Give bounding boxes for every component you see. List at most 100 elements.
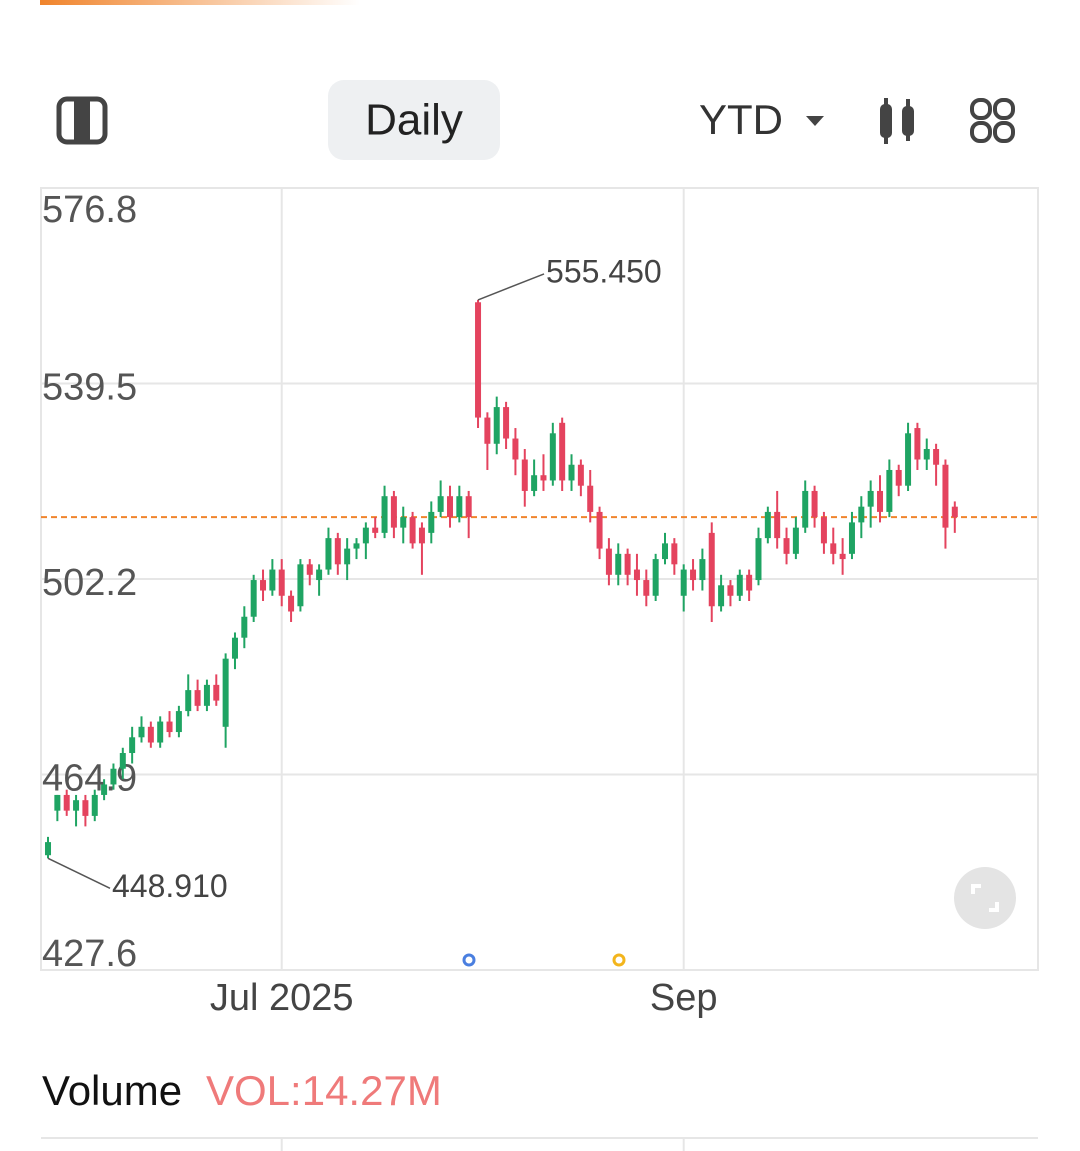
candle-body (446, 496, 453, 518)
candle-body (484, 417, 491, 444)
candle-body (624, 553, 631, 575)
candle-body (605, 548, 612, 575)
candle-body (531, 475, 538, 491)
candle-body (288, 595, 295, 612)
volume-value: VOL:14.27M (206, 1067, 442, 1114)
layout-toggle[interactable] (56, 96, 108, 145)
candle-body (895, 469, 902, 486)
candle-body (820, 517, 827, 544)
candle-body (699, 559, 706, 581)
candle-body (549, 433, 556, 481)
candle-body (690, 569, 697, 581)
y-tick-label: 427.6 (42, 933, 137, 975)
candle-body (101, 784, 108, 795)
candle-body (418, 527, 425, 544)
candle-body (175, 711, 182, 733)
candle-body (783, 538, 790, 554)
candle-body (194, 690, 201, 706)
candle-body (400, 517, 407, 528)
candle-body (297, 564, 304, 607)
candle-body (390, 496, 397, 528)
chart-type-button[interactable] (880, 98, 914, 144)
candle-body (203, 684, 210, 706)
candle-body (942, 464, 949, 528)
candle-body (615, 553, 622, 575)
candle-body (587, 485, 594, 512)
candle-body (166, 721, 173, 733)
candle-body (409, 517, 416, 544)
candle-body (269, 569, 276, 591)
candle-body (512, 438, 519, 460)
candle-body (839, 553, 846, 560)
range-label[interactable]: YTD (699, 96, 783, 143)
candle-body (774, 511, 781, 539)
annotation-label: 555.450 (546, 253, 662, 289)
candle-body (250, 580, 257, 617)
candle-body (222, 658, 229, 727)
candle-body (858, 506, 865, 523)
candle-body (45, 842, 52, 856)
candle-body (764, 511, 771, 539)
candle-body (185, 690, 192, 712)
candle-body (91, 794, 98, 816)
fullscreen-button[interactable] (954, 867, 1016, 929)
candle-body (708, 532, 715, 607)
candle-body (886, 469, 893, 512)
candle-body (344, 548, 351, 565)
candle-body (680, 569, 687, 596)
fullscreen-icon (971, 884, 999, 912)
candle-body (119, 753, 126, 769)
candle-body (82, 800, 89, 816)
x-tick-label: Jul 2025 (210, 977, 354, 1019)
candle-body (362, 527, 369, 544)
candle-body (802, 490, 809, 528)
candle-body (596, 511, 603, 549)
candle-body (792, 527, 799, 554)
candle-body (372, 527, 379, 533)
candle-body (241, 616, 248, 638)
interval-button[interactable] (328, 80, 500, 160)
candle-body (260, 580, 267, 591)
candle-body (633, 569, 640, 581)
candle-body (867, 490, 874, 507)
volume-title: Volume (42, 1067, 182, 1114)
candle-body (475, 302, 482, 418)
candle-body (213, 684, 220, 701)
candle-body (73, 800, 80, 811)
candle-body (63, 794, 70, 811)
event-marker[interactable] (612, 953, 626, 967)
candle-body (493, 407, 500, 444)
interval-label: Daily (365, 96, 463, 145)
candle-body (503, 407, 510, 439)
candle-body (325, 538, 332, 570)
y-tick-label: 576.8 (42, 189, 137, 231)
candle-body (353, 543, 360, 549)
candle-body (914, 428, 921, 460)
event-marker[interactable] (462, 953, 476, 967)
x-tick-label: Sep (650, 977, 718, 1019)
candle-body (147, 726, 154, 743)
candle-body (521, 459, 528, 491)
candle-body (437, 496, 444, 512)
annotation-label: 448.910 (112, 868, 228, 904)
candle-body (568, 464, 575, 481)
candle-body (933, 449, 940, 465)
candle-body (923, 449, 930, 460)
candle-body (278, 569, 285, 596)
candle-body (811, 490, 818, 518)
candle-body (129, 737, 136, 754)
top-accent (40, 0, 360, 5)
candle-body (736, 574, 743, 596)
candle-body (652, 559, 659, 596)
y-tick-label: 539.5 (42, 367, 137, 409)
candle-body (662, 543, 669, 560)
grid-button[interactable] (970, 98, 1015, 143)
candle-body (643, 580, 650, 596)
candle-body (157, 721, 164, 743)
candle-body (718, 585, 725, 607)
y-tick-label: 502.2 (42, 562, 137, 604)
candle-body (559, 422, 566, 481)
candle-body (231, 637, 238, 659)
candle-body (334, 538, 341, 565)
